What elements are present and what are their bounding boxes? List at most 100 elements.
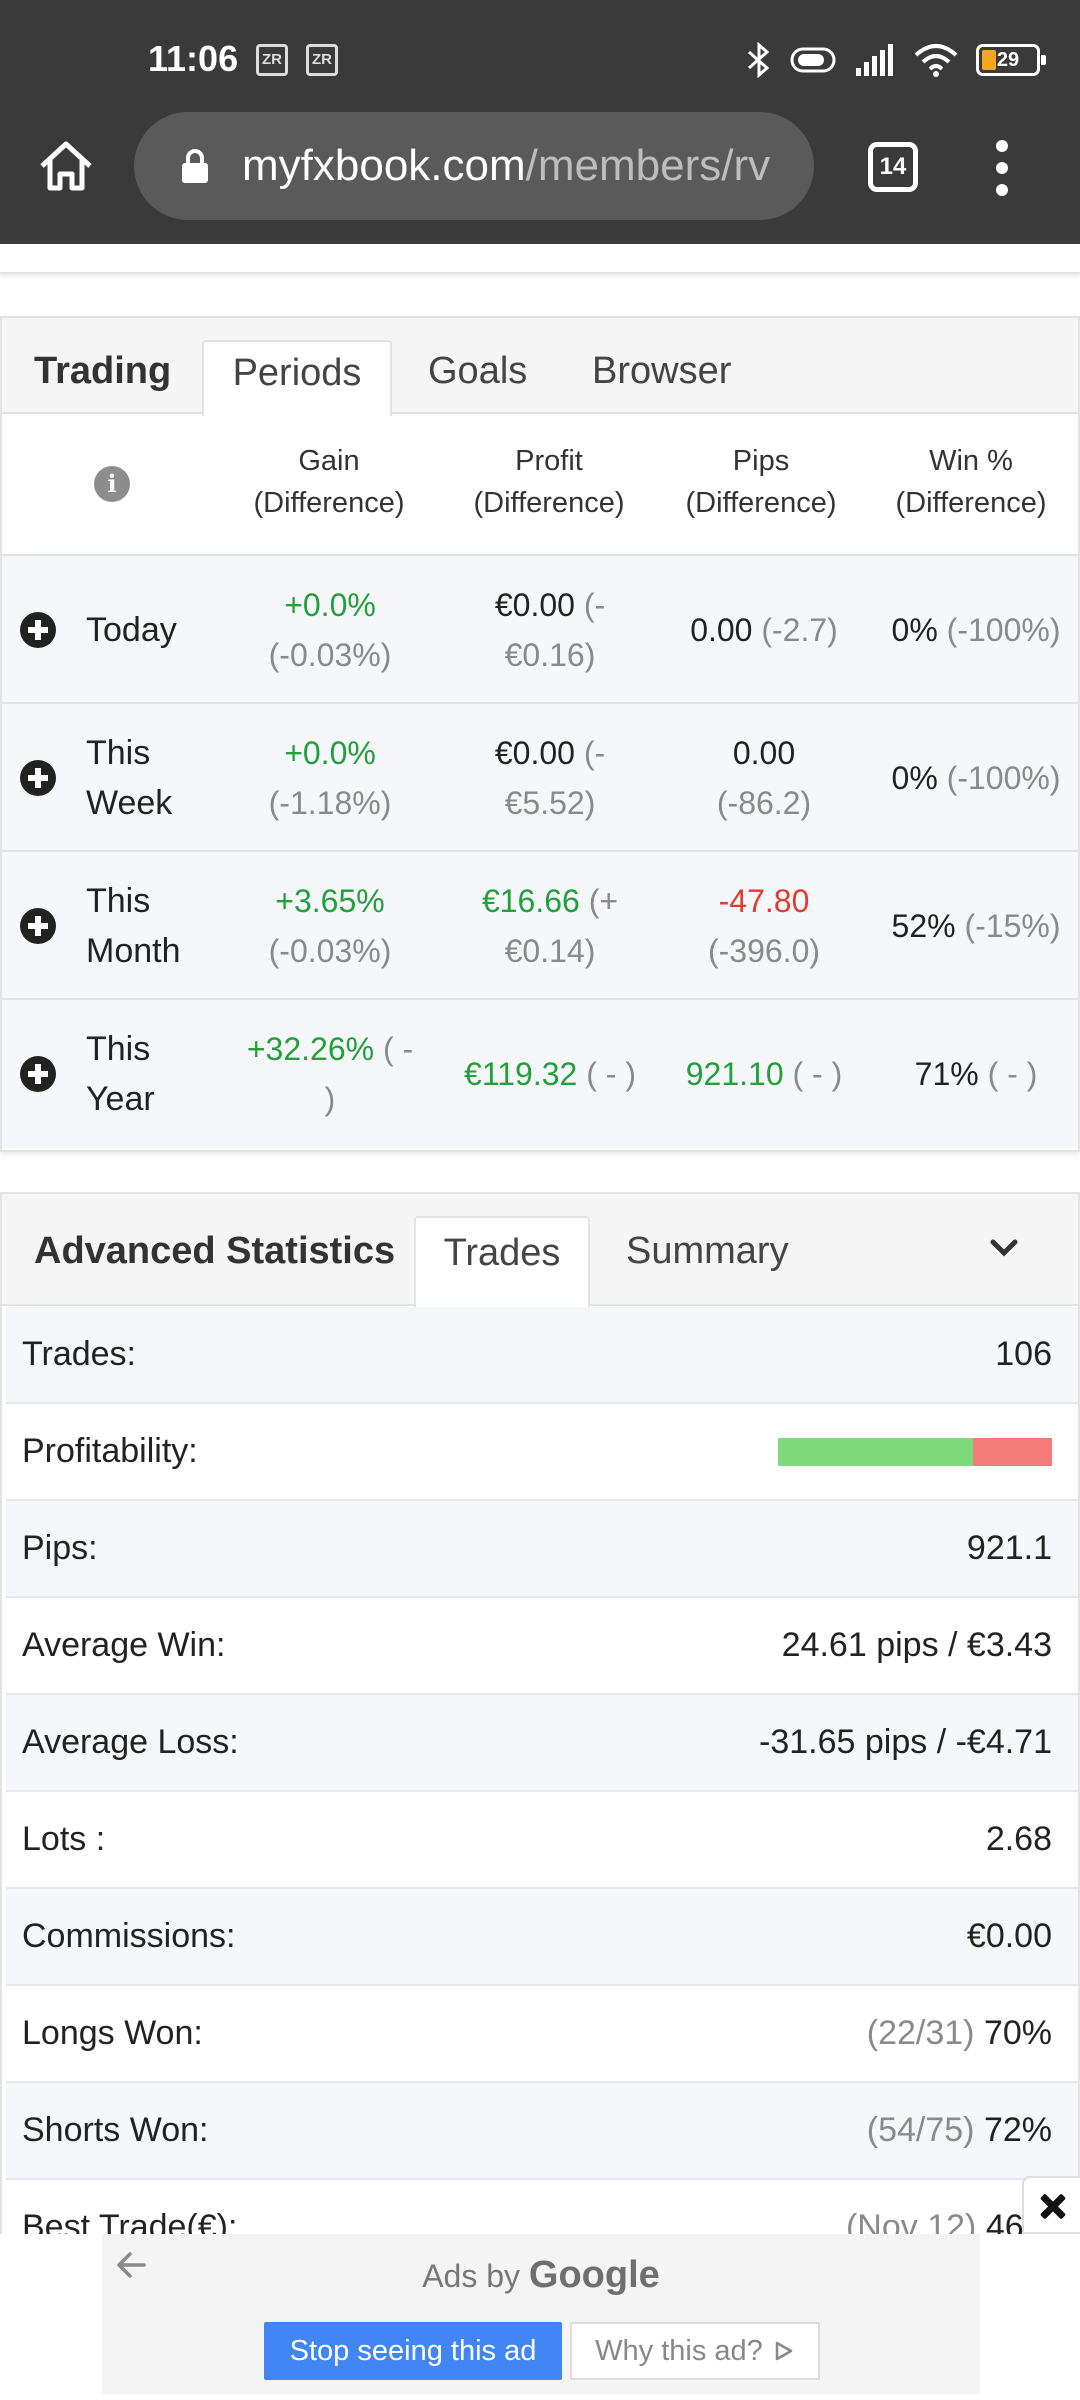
period-label: Today [86,611,177,649]
stat-label: Average Win: [22,1626,226,1664]
ads-by-google: Ads by Google [422,2254,660,2296]
bluetooth-icon [748,42,770,78]
profitability-loss-segment [972,1437,1052,1466]
stat-row-longs-won: Longs Won: (22/31) 70% [6,1986,1078,2083]
stat-label: Shorts Won: [22,2111,209,2149]
stat-row-trades: Trades: 106 [6,1307,1078,1404]
overflow-menu-icon[interactable] [992,140,1012,196]
stat-value: €0.00 [966,1917,1052,1955]
period-row-today: Today +0.0% (-0.03%) €0.00 (- €0.16) 0.00 … [2,556,1078,704]
previous-panel-edge [0,244,1080,274]
why-this-ad-button[interactable]: Why this ad? [570,2322,820,2380]
header-gain: Gain (Difference) [253,445,405,519]
win-cell: 52% (-15%) [891,908,1061,944]
win-cell: 0% (-100%) [891,612,1061,648]
stat-label: Profitability: [22,1432,198,1470]
home-icon[interactable] [36,136,96,196]
stat-value: 106 [995,1335,1052,1373]
stat-value: 2.68 [985,1820,1052,1858]
back-arrow-icon[interactable] [112,2248,152,2282]
stat-row-lots: Lots : 2.68 [6,1792,1078,1889]
wifi-icon [914,44,958,77]
periods-panel: Trading Periods Goals Browser i Gain (Dif… [0,316,1080,1152]
period-label: This Week [86,734,173,822]
signal-icon [856,44,893,76]
profit-cell: €16.66 (+ €0.14) [481,883,619,969]
gain-cell: +32.26% ( -) [246,1031,414,1117]
tab-switcher-button[interactable]: 14 [868,142,918,192]
stat-row-average-win: Average Win: 24.61 pips / €3.43 [6,1598,1078,1695]
stat-row-profitability: Profitability: [6,1404,1078,1501]
stat-value: 921.1 [966,1529,1052,1567]
battery-icon: 29 [976,44,1046,76]
tab-browser[interactable]: Browser [592,350,732,392]
pips-cell: 0.00 (-2.7) [690,612,838,648]
tab-trades[interactable]: Trades [414,1216,590,1308]
period-row-this-week: This Week +0.0% (-1.18%) €0.00 (- €5.52) 0.… [2,704,1078,852]
stat-label: Average Loss: [22,1723,239,1761]
notification-icon: ZR [256,44,288,76]
header-pips: Pips (Difference) [685,445,837,519]
url-text: myfxbook.com/members/rv [242,141,771,190]
stat-row-pips: Pips: 921.1 [6,1501,1078,1598]
periods-tabbar: Trading Periods Goals Browser [2,318,1078,416]
win-cell: 0% (-100%) [891,760,1061,796]
header-profit: Profit (Difference) [473,445,625,519]
stat-value: (54/75) 72% [866,2111,1052,2149]
profitability-bar [778,1437,1052,1466]
stop-seeing-ad-button[interactable]: Stop seeing this ad [264,2322,562,2380]
expand-plus-icon[interactable] [20,1056,56,1092]
info-icon[interactable]: i [94,466,130,502]
period-label: This Month [86,882,181,970]
status-icons: 29 [746,40,1046,80]
stat-row-shorts-won: Shorts Won: (54/75) 72% [6,2083,1078,2180]
pips-cell: 0.00 (-86.2) [716,735,812,821]
profit-cell: €0.00 (- €0.16) [494,587,606,673]
period-label: This Year [86,1030,155,1118]
ad-container: Ads by Google Stop seeing this ad Why th… [102,2234,980,2394]
header-win-percent: Win % (Difference) [895,445,1047,519]
stat-label: Longs Won: [22,2014,203,2052]
win-cell: 71% ( - ) [914,1056,1038,1092]
gain-cell: +3.65% (-0.03%) [268,883,392,969]
advanced-tabbar: Advanced Statistics Trades Summary [2,1194,1078,1308]
period-row-this-month: This Month +3.65% (-0.03%) €16.66 (+ €0.14)… [2,852,1078,1000]
profit-cell: €0.00 (- €5.52) [494,735,606,821]
notification-icon: ZR [306,44,338,76]
tab-goals[interactable]: Goals [428,350,528,392]
expand-plus-icon[interactable] [20,760,56,796]
stat-label: Commissions: [22,1917,236,1955]
stat-label: Trades: [22,1335,137,1373]
tab-summary[interactable]: Summary [626,1230,789,1272]
browser-toolbar: myfxbook.com/members/rv 14 [0,112,1080,244]
stat-value: 24.61 pips / €3.43 [781,1626,1052,1664]
profitability-win-segment [778,1437,973,1466]
tab-periods[interactable]: Periods [202,340,392,416]
gain-cell: +0.0% (-0.03%) [268,587,392,673]
pips-cell: -47.80 (-396.0) [707,883,821,969]
stat-label: Lots : [22,1820,106,1858]
status-bar: 11:06 ZR ZR 29 [0,0,1080,112]
period-row-this-year: This Year +32.26% ( -) €119.32 ( - ) 921.… [2,1000,1078,1148]
expand-plus-icon[interactable] [20,908,56,944]
pips-cell: 921.10 ( - ) [685,1056,843,1092]
advanced-statistics-panel: Advanced Statistics Trades Summary Trade… [0,1192,1080,2400]
lock-icon [182,149,208,183]
stat-row-average-loss: Average Loss: -31.65 pips / -€4.71 [6,1695,1078,1792]
ad-banner: Ads by Google Stop seeing this ad Why th… [0,2234,1080,2400]
panel-title: Advanced Statistics [34,1230,396,1272]
expand-plus-icon[interactable] [20,612,56,648]
ad-close-icon[interactable] [1022,2176,1080,2234]
panel-title: Trading [34,350,172,392]
profit-cell: €119.32 ( - ) [464,1056,636,1092]
status-time: 11:06 [148,38,239,79]
gain-cell: +0.0% (-1.18%) [268,735,392,821]
stat-value: (22/31) 70% [866,2014,1052,2052]
adchoices-icon [775,2341,793,2361]
vibrate-icon [790,47,836,73]
stat-value: -31.65 pips / -€4.71 [759,1723,1052,1761]
stat-label: Pips: [22,1529,98,1567]
address-bar[interactable]: myfxbook.com/members/rv [134,112,814,220]
stat-row-commissions: Commissions: €0.00 [6,1889,1078,1986]
chevron-down-icon[interactable] [990,1238,1018,1258]
